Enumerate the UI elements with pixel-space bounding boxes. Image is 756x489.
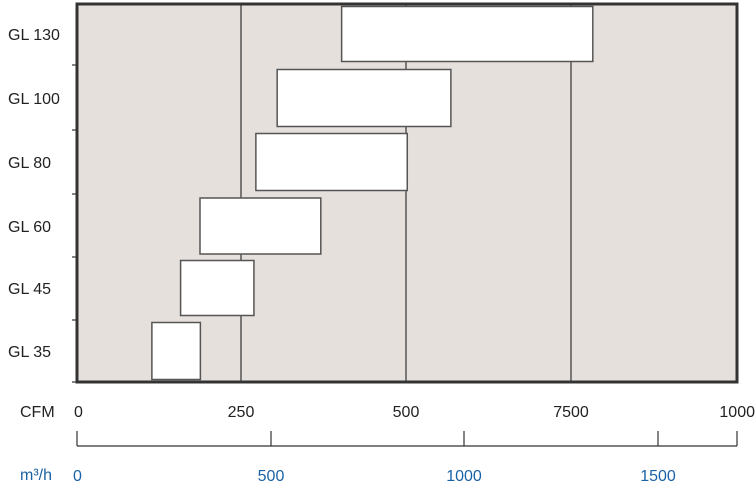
cfm-tick-label: 250	[228, 404, 255, 421]
y-axis-labels: GL 130 GL 100 GL 80 GL 60 GL 45 GL 35	[8, 27, 60, 361]
range-bar-gl-35	[151, 321, 202, 381]
m3h-tick-labels: 0 500 1000 1500	[73, 468, 676, 485]
m3h-tick-label: 1000	[446, 468, 482, 485]
cfm-tick-label: 7500	[553, 404, 589, 421]
range-bar-gl-80	[255, 132, 409, 192]
category-label: GL 130	[8, 27, 60, 44]
range-bar-gl-45	[179, 259, 255, 317]
plot-area	[77, 4, 737, 382]
m3h-tick-label: 1500	[640, 468, 676, 485]
m3h-tick-label: 500	[258, 468, 285, 485]
m3h-axis	[76, 431, 738, 447]
category-label: GL 100	[8, 91, 60, 108]
range-bars	[151, 5, 594, 381]
y-axis-ticks	[72, 64, 77, 383]
range-bar-gl-60	[199, 197, 322, 255]
cfm-axis-label: CFM	[20, 404, 55, 421]
grid-lines	[240, 4, 572, 382]
plot-border	[75, 2, 739, 384]
cfm-tick-label: 500	[393, 404, 420, 421]
category-label: GL 35	[8, 344, 51, 361]
cfm-tick-label: 0	[74, 404, 83, 421]
m3h-axis-label: m³/h	[20, 467, 52, 484]
cfm-tick-label: 1000	[719, 404, 755, 421]
category-label: GL 80	[8, 155, 51, 172]
category-label: GL 45	[8, 281, 51, 298]
category-label: GL 60	[8, 219, 51, 236]
m3h-tick-label: 0	[73, 468, 82, 485]
range-bar-gl-100	[276, 68, 452, 128]
range-bar-gl-130	[340, 5, 594, 63]
cfm-tick-labels: 0 250 500 7500 1000	[74, 404, 755, 421]
